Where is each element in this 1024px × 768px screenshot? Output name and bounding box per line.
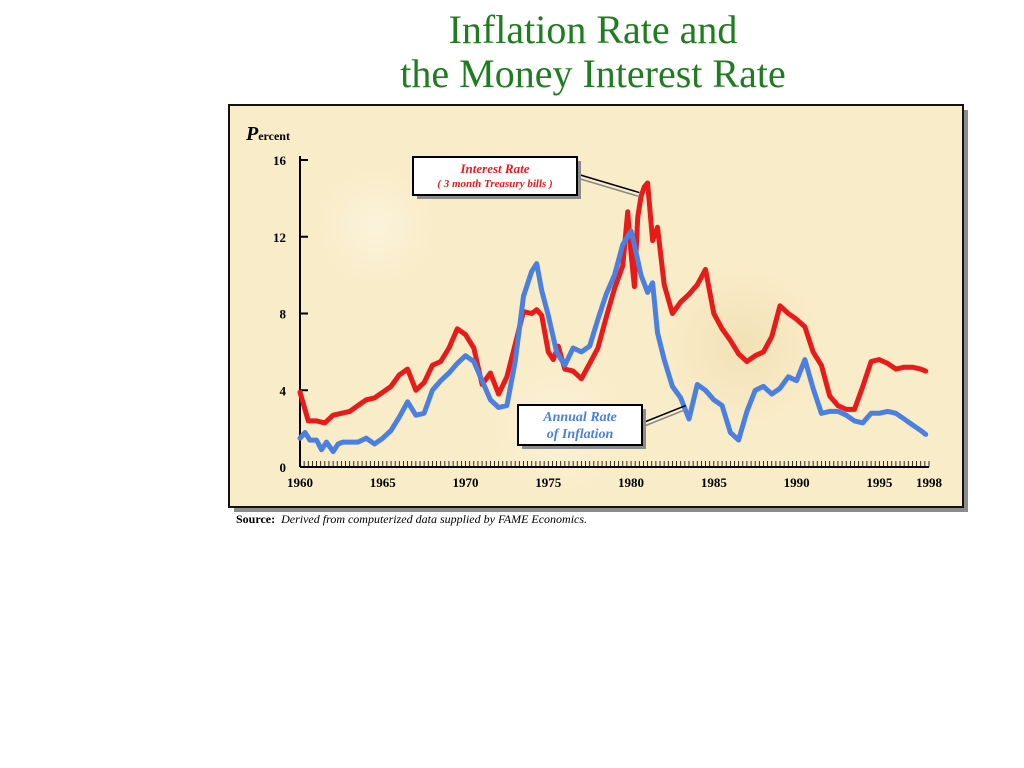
- x-tick-label: 1975: [535, 475, 562, 490]
- x-tick-label: 1970: [453, 475, 479, 490]
- series-line-inflation: [297, 228, 929, 455]
- annotation-inflation: Annual Rate of Inflation: [517, 404, 686, 449]
- annotation-leader-shadow: [641, 408, 686, 428]
- source-label: Source:: [236, 512, 276, 526]
- annotation-line2: ( 3 month Treasury bills ): [437, 178, 552, 190]
- plot-frame: Percent 0 4 8 12 16 1960 1965 1970 1975 1980 1985 19…: [228, 104, 964, 508]
- source-text: Derived from computerized data supplied …: [281, 512, 588, 526]
- annotation-leader: [641, 404, 686, 424]
- y-tick-label: 8: [280, 307, 287, 322]
- x-tick-label: 1990: [784, 475, 810, 490]
- x-tick-label: 1985: [701, 475, 728, 490]
- annotation-line1: Interest Rate: [460, 161, 530, 176]
- y-axis-label: Percent: [245, 123, 290, 145]
- x-tick-label: 1965: [370, 475, 397, 490]
- chart-title: Inflation Rate and the Money Interest Ra…: [330, 8, 856, 96]
- x-tick-label: 1960: [287, 475, 313, 490]
- y-tick-label: 16: [273, 153, 287, 168]
- y-tick-label: 0: [280, 460, 287, 475]
- annotation-leader: [576, 173, 640, 194]
- annotation-line1: Annual Rate: [542, 410, 617, 425]
- annotation-box: [517, 404, 643, 446]
- series-line-interest: [297, 180, 929, 426]
- annotation-line2: of Inflation: [547, 427, 614, 442]
- y-tick-label: 4: [280, 383, 287, 398]
- annotation-leader-shadow: [576, 177, 640, 198]
- y-axis-label-rest: ercent: [258, 129, 290, 143]
- y-tick-label: 12: [273, 230, 286, 245]
- chart-title-line2: the Money Interest Rate: [400, 51, 786, 96]
- annotation-box: [412, 156, 578, 196]
- x-tick-label: 1998: [916, 475, 943, 490]
- line-chart: Percent 0 4 8 12 16 1960 1965 1970 1975 1980 1985 19…: [245, 123, 943, 490]
- chart-title-line1: Inflation Rate and: [448, 7, 738, 52]
- x-tick-label: 1980: [618, 475, 644, 490]
- source-note: Source: Derived from computerized data s…: [236, 512, 587, 527]
- x-tick-label: 1995: [866, 475, 893, 490]
- annotation-interest: Interest Rate ( 3 month Treasury bills ): [412, 156, 640, 199]
- y-axis-label-initial: P: [245, 123, 259, 145]
